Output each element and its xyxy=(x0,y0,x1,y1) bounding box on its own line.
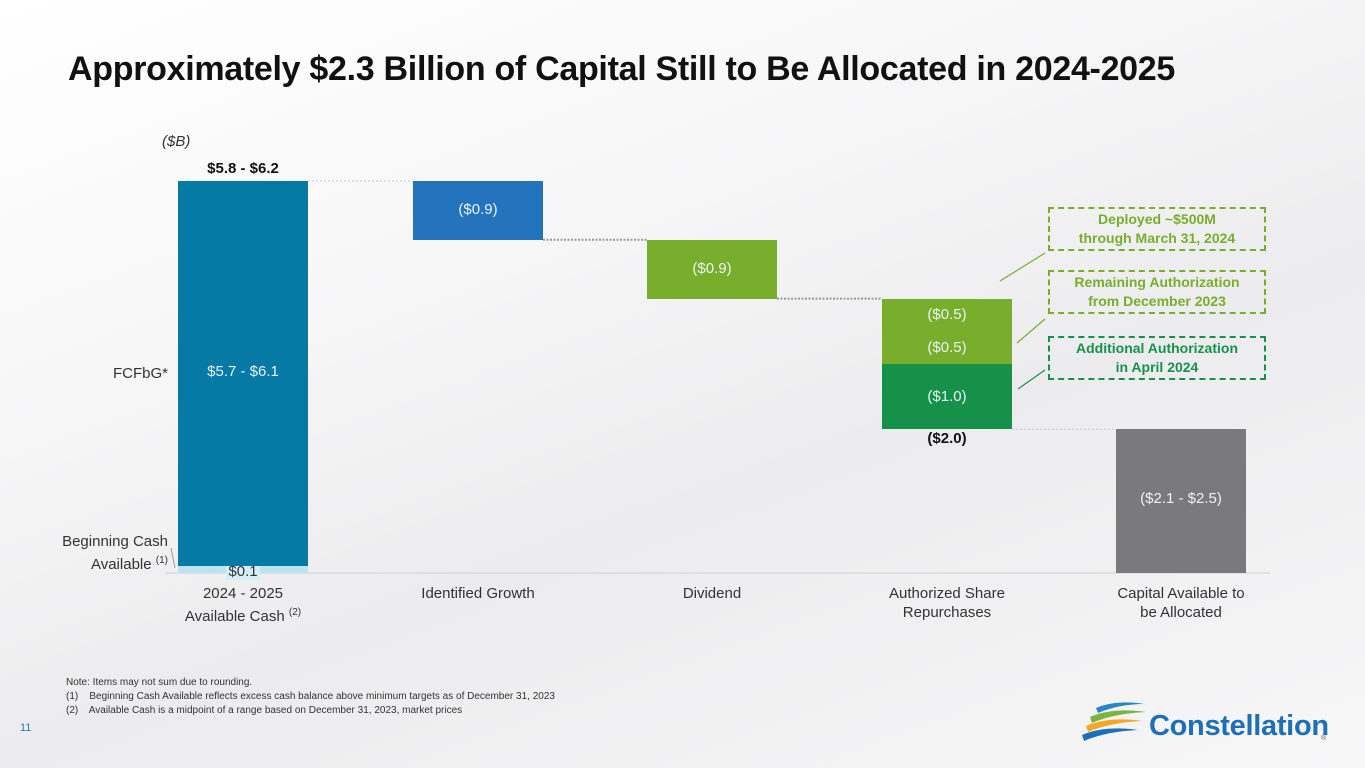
registered-mark: ® xyxy=(1321,735,1327,742)
category-line2: Available Cash (2) xyxy=(184,607,302,625)
category-line2: Repurchases xyxy=(902,604,992,621)
footnote-ref: (2) xyxy=(288,607,302,618)
identified-growth-bar xyxy=(413,181,543,240)
footnote-1: (1) Beginning Cash Available reflects ex… xyxy=(66,691,555,702)
category-label-capital-available: Capital Available to be Allocated xyxy=(1081,584,1281,622)
footnote-note: Note: Items may not sum due to rounding. xyxy=(66,677,253,688)
callout-additional-authorization: Additional Authorization in April 2024 xyxy=(1048,336,1266,380)
top-total-label: $5.8 - $6.2 xyxy=(207,160,279,177)
dividend-bar-label: ($0.9) xyxy=(692,260,732,278)
category-label-identified-growth: Identified Growth xyxy=(378,584,578,603)
capital-available-bar-label: ($2.1 - $2.5) xyxy=(1140,490,1222,507)
remaining-authorization-bar xyxy=(882,331,1012,364)
identified-growth-bar-label: ($0.9) xyxy=(458,201,498,219)
page-title: Approximately $2.3 Billion of Capital St… xyxy=(68,50,1176,88)
beginning-cash-label: Beginning Cash Available (1) xyxy=(20,532,168,574)
category-label-available-cash: 2024 - 2025 Available Cash (2) xyxy=(143,584,343,626)
category-label-dividend: Dividend xyxy=(612,584,812,603)
callout-line2: through March 31, 2024 xyxy=(1078,230,1236,246)
callout-line1: Additional Authorization xyxy=(1075,340,1238,356)
deployed-repurchase-bar-label: ($0.5) xyxy=(927,305,967,323)
dividend-bar xyxy=(647,239,777,299)
additional-authorization-bar xyxy=(882,363,1012,430)
fcfbg-bar-label: $5.7 - $6.1 xyxy=(207,363,279,380)
constellation-logo-icon xyxy=(1082,702,1146,741)
footnote-ref: (1) xyxy=(155,555,168,566)
additional-authorization-bar-label: ($1.0) xyxy=(927,387,967,405)
callout-line2: in April 2024 xyxy=(1115,359,1199,375)
callout-line1: Remaining Authorization xyxy=(1074,274,1240,290)
category-line2: be Allocated xyxy=(1140,604,1222,621)
fcfbg-bar xyxy=(178,181,308,567)
category-line1: Authorized Share xyxy=(889,585,1005,602)
footnote-2: (2) Available Cash is a midpoint of a ra… xyxy=(66,705,463,716)
footnotes: Note: Items may not sum due to rounding.… xyxy=(66,676,555,718)
unit-label: ($B) xyxy=(162,133,191,150)
deployed-repurchase-bar xyxy=(882,298,1012,332)
category-line1: Identified Growth xyxy=(421,585,535,602)
capital-available-bar xyxy=(1116,429,1246,573)
category-line1: 2024 - 2025 xyxy=(202,585,284,602)
page-number: 11 xyxy=(20,722,32,734)
callout-deployed: Deployed ~$500M through March 31, 2024 xyxy=(1048,207,1266,251)
category-line1: Dividend xyxy=(682,585,742,602)
remaining-authorization-bar-label: ($0.5) xyxy=(927,338,967,356)
category-line1: Capital Available to xyxy=(1117,585,1245,602)
category-label-share-repurchases: Authorized Share Repurchases xyxy=(847,584,1047,622)
callout-remaining-authorization: Remaining Authorization from December 202… xyxy=(1048,270,1266,314)
beginning-cash-bar-label: $0.1 xyxy=(226,564,260,581)
callout-line1: Deployed ~$500M xyxy=(1098,211,1216,227)
logo-wordmark: Constellation xyxy=(1149,710,1329,742)
repurchase-total-label: ($2.0) xyxy=(927,430,967,447)
beginning-cash-line1: Beginning Cash xyxy=(62,533,168,550)
callout-line2: from December 2023 xyxy=(1088,293,1226,309)
beginning-cash-line2: Available (1) xyxy=(90,555,168,573)
fcfbg-label: FCFbG* xyxy=(112,365,168,382)
